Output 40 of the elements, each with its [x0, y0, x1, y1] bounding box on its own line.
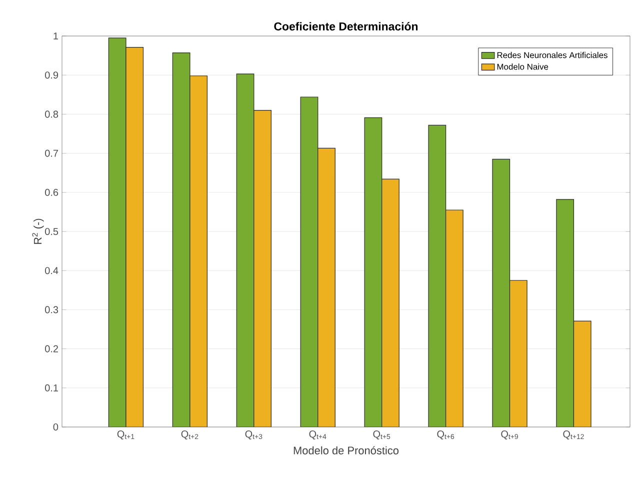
y-tick-label: 0.5 — [45, 228, 58, 236]
bar — [172, 52, 190, 427]
x-tick-label: Q$_{t+6}$ — [437, 430, 454, 440]
y-tick-label: 0.3 — [45, 306, 58, 314]
y-tick-label: 1 — [54, 32, 58, 40]
bar — [382, 178, 400, 427]
bar — [236, 74, 254, 427]
bar — [428, 124, 446, 427]
x-tick-label: Q$_{t+4}$ — [309, 430, 326, 440]
y-tick-label: 0.2 — [45, 345, 58, 352]
x-tick-label: Q$_{t+2}$ — [181, 430, 198, 440]
bar — [556, 199, 574, 427]
y-tick-label: 0.8 — [45, 110, 58, 118]
x-tick-label: Q$_{t+5}$ — [373, 430, 390, 440]
y-tick-label: 0.9 — [45, 72, 58, 79]
legend-label: Redes Neuronales Artificiales — [497, 52, 608, 58]
bar — [126, 47, 144, 427]
y-tick-label: 0.6 — [45, 188, 58, 196]
legend-label: Modelo Naive — [497, 64, 548, 70]
bar — [300, 96, 318, 427]
y-axis-title: R$^{2}$ (-) — [32, 218, 44, 244]
bar — [108, 38, 126, 427]
bar — [318, 148, 336, 427]
y-tick-label: 0.4 — [45, 267, 58, 274]
x-axis-title: Modelo de Pronóstico — [294, 446, 399, 454]
chart-title: Coeficiente Determinación — [274, 22, 418, 30]
bar — [364, 117, 382, 427]
bar — [445, 210, 464, 427]
x-tick-label: Q$_{t+12}$ — [563, 430, 584, 440]
y-tick-label: 0 — [53, 423, 58, 431]
bar — [573, 320, 592, 427]
bar — [492, 158, 510, 427]
bar — [509, 280, 528, 427]
x-tick-label: Q$_{t+3}$ — [245, 430, 262, 440]
bar — [254, 110, 272, 427]
y-tick-label: 0.7 — [45, 150, 58, 157]
y-tick-label: 0.1 — [45, 384, 58, 392]
x-tick-label: Q$_{t+1}$ — [117, 430, 134, 440]
x-tick-label: Q$_{t+9}$ — [501, 430, 518, 440]
bar — [190, 76, 208, 427]
